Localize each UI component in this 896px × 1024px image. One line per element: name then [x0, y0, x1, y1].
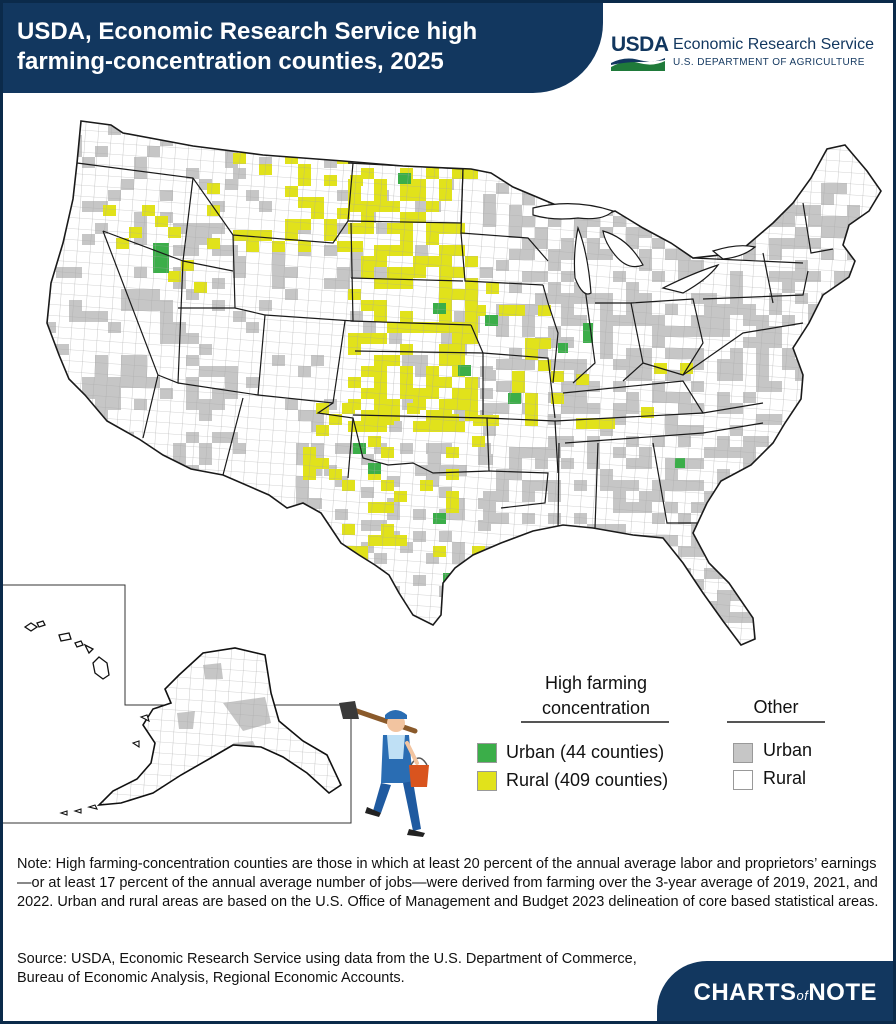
- aleutian-islands: [59, 714, 150, 816]
- brand-of: of: [796, 988, 809, 1003]
- great-lakes: [532, 203, 757, 295]
- contiguous-us: [47, 121, 881, 645]
- charts-of-note-logo: CHARTSofNOTE: [693, 979, 877, 1007]
- us-county-map: [3, 120, 882, 837]
- usda-landscape-icon: [611, 58, 665, 71]
- agency-name: Economic Research Service: [673, 36, 874, 53]
- chart-note: Note: High farming-concentration countie…: [17, 856, 879, 910]
- hawaii-inset: [23, 620, 110, 680]
- farmer-illustration-icon: [339, 701, 429, 837]
- title-banner: USDA, Economic Research Service high far…: [3, 3, 603, 93]
- page-title: USDA, Economic Research Service high far…: [17, 18, 478, 75]
- usda-ers-logo: USDA Economic Research Service U.S. DEPA…: [611, 33, 891, 83]
- brand-right: NOTE: [808, 979, 877, 1006]
- usda-wordmark: USDA: [611, 33, 669, 56]
- charts-of-note-banner: CHARTSofNOTE: [657, 961, 893, 1021]
- chart-source: Source: USDA, Economic Research Service …: [17, 951, 637, 986]
- brand-left: CHARTS: [693, 979, 797, 1006]
- department-name: U.S. DEPARTMENT OF AGRICULTURE: [673, 57, 865, 68]
